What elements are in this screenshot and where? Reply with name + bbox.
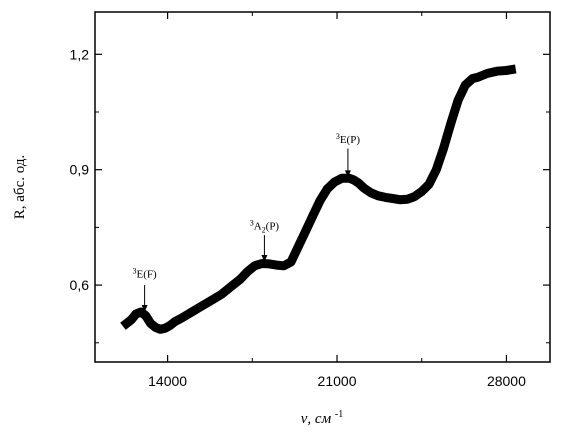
y-tick-label: 0,9 (70, 162, 90, 178)
annotation-arrow-head (141, 305, 148, 312)
annotation-label: 3E(P) (336, 132, 361, 146)
y-tick-label: 1,2 (70, 46, 90, 62)
annotation-arrow-head (261, 255, 268, 262)
axis-ticks: 14000 21000 28000 0,6 0,9 1,2 (70, 12, 550, 389)
annotations: 3E(F) 3A2(P) 3E(P) (133, 132, 361, 312)
data-series (120, 64, 517, 334)
x-tick-label: 14000 (148, 373, 187, 389)
x-axis-title: ν, см -1 (301, 409, 343, 427)
annotation-label: 3E(F) (133, 266, 158, 280)
x-tick-label: 28000 (487, 373, 526, 389)
annotation-label: 3A2(P) (250, 218, 280, 234)
x-axis-title-main: ν, см (301, 411, 332, 427)
x-axis-title-sup: -1 (335, 409, 343, 420)
annotation-arrow-head (344, 170, 351, 178)
y-tick-label: 0,6 (70, 277, 90, 293)
series-line (120, 64, 517, 334)
plot-frame (94, 11, 551, 363)
y-axis-title: R, абс. од. (12, 155, 28, 219)
x-tick-label: 21000 (318, 373, 357, 389)
